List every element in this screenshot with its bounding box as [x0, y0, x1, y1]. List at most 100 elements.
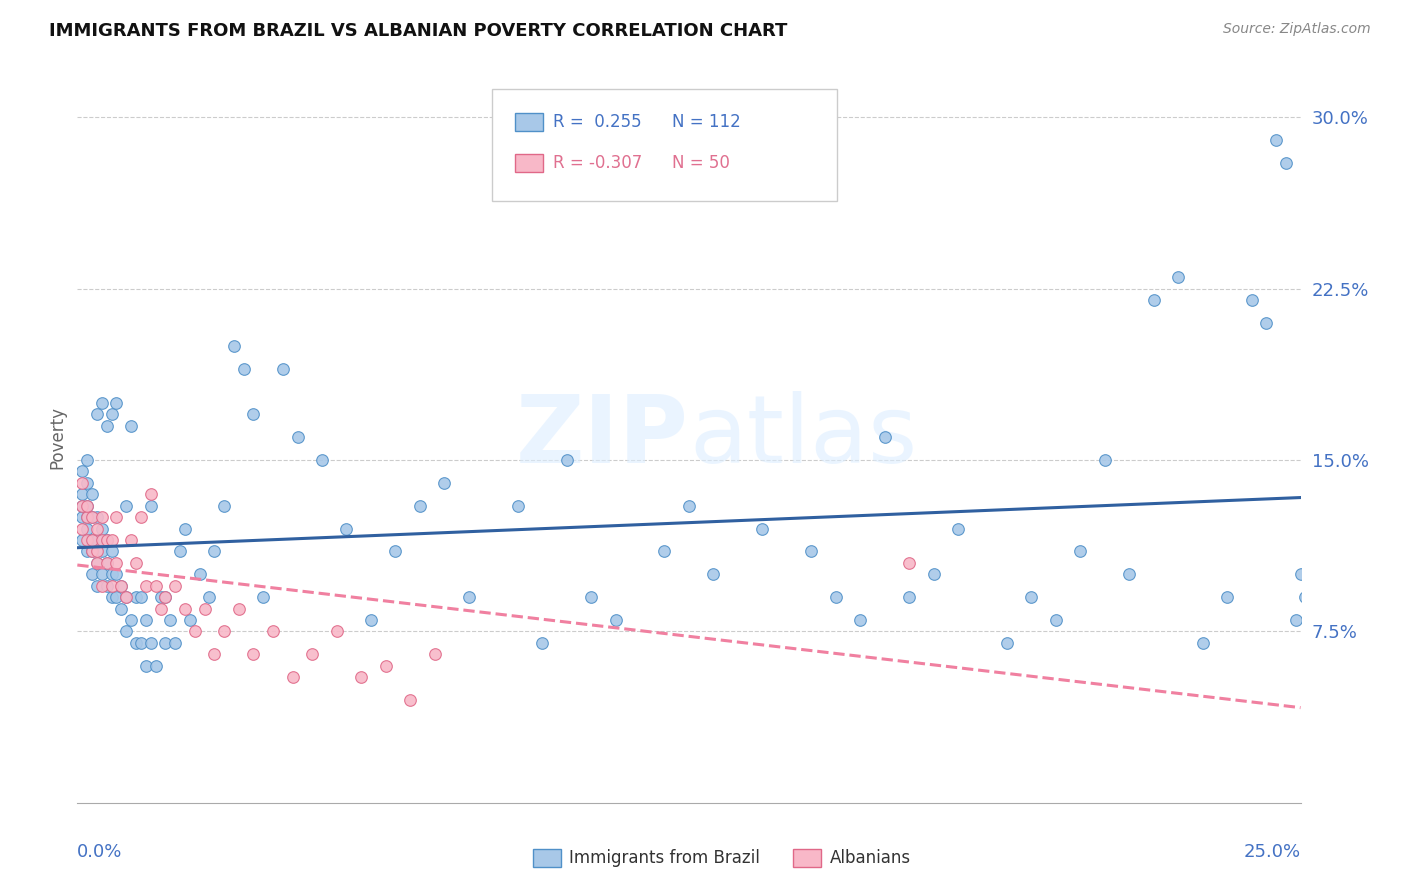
Text: ZIP: ZIP	[516, 391, 689, 483]
Y-axis label: Poverty: Poverty	[48, 406, 66, 468]
Point	[76, 521, 98, 535]
Point	[70, 487, 93, 501]
Point	[1143, 293, 1166, 307]
Point	[384, 544, 406, 558]
Point	[76, 453, 98, 467]
Point	[228, 601, 250, 615]
Point	[96, 418, 118, 433]
Point	[76, 510, 98, 524]
Point	[86, 579, 108, 593]
Point	[70, 533, 93, 547]
Point	[80, 487, 103, 501]
Point	[90, 579, 112, 593]
Point	[202, 544, 225, 558]
Point	[125, 556, 148, 570]
Point	[374, 658, 396, 673]
Point	[100, 590, 122, 604]
Text: R =  0.255: R = 0.255	[553, 113, 641, 131]
Point	[174, 521, 197, 535]
Point	[995, 636, 1018, 650]
Point	[1167, 270, 1189, 285]
Text: R = -0.307: R = -0.307	[553, 154, 641, 172]
Point	[100, 533, 122, 547]
Point	[105, 396, 128, 410]
Point	[409, 499, 432, 513]
Point	[96, 556, 118, 570]
Text: 25.0%: 25.0%	[1243, 843, 1301, 861]
Point	[184, 624, 207, 639]
Point	[169, 544, 191, 558]
Point	[80, 544, 103, 558]
Point	[105, 590, 128, 604]
Point	[86, 556, 108, 570]
Point	[139, 487, 162, 501]
Point	[100, 544, 122, 558]
Point	[90, 544, 112, 558]
Point	[1303, 647, 1326, 661]
Point	[70, 510, 93, 524]
Point	[1256, 316, 1278, 330]
Point	[105, 556, 128, 570]
Point	[325, 624, 347, 639]
Point	[86, 556, 108, 570]
Point	[90, 396, 112, 410]
Point	[86, 521, 108, 535]
Text: atlas: atlas	[689, 391, 917, 483]
Point	[301, 647, 323, 661]
Point	[654, 544, 676, 558]
Point	[76, 499, 98, 513]
Point	[129, 590, 152, 604]
Point	[86, 407, 108, 421]
Point	[155, 590, 177, 604]
Point	[80, 510, 103, 524]
Point	[120, 418, 142, 433]
Point	[76, 510, 98, 524]
Point	[70, 464, 93, 478]
Point	[90, 533, 112, 547]
Point	[80, 533, 103, 547]
Point	[188, 567, 211, 582]
Point	[242, 647, 264, 661]
Point	[125, 636, 148, 650]
Point	[1285, 613, 1308, 627]
Point	[922, 567, 945, 582]
Point	[110, 601, 132, 615]
Point	[824, 590, 846, 604]
Point	[149, 601, 172, 615]
Point	[849, 613, 872, 627]
Point	[96, 533, 118, 547]
Point	[80, 567, 103, 582]
Point	[193, 601, 215, 615]
Point	[605, 613, 627, 627]
Point	[212, 624, 235, 639]
Point	[242, 407, 264, 421]
Point	[129, 636, 152, 650]
Point	[174, 601, 197, 615]
Point	[898, 556, 921, 570]
Point	[135, 658, 157, 673]
Point	[287, 430, 309, 444]
Point	[1191, 636, 1213, 650]
Point	[423, 647, 446, 661]
Point	[70, 521, 93, 535]
Point	[1275, 155, 1298, 169]
Point	[531, 636, 554, 650]
Point	[1216, 590, 1239, 604]
Point	[1289, 567, 1312, 582]
Point	[86, 544, 108, 558]
Point	[125, 590, 148, 604]
Point	[179, 613, 201, 627]
Point	[76, 544, 98, 558]
Point	[76, 475, 98, 490]
Point	[702, 567, 724, 582]
Point	[115, 499, 138, 513]
Point	[100, 407, 122, 421]
Point	[506, 499, 529, 513]
Text: IMMIGRANTS FROM BRAZIL VS ALBANIAN POVERTY CORRELATION CHART: IMMIGRANTS FROM BRAZIL VS ALBANIAN POVER…	[49, 22, 787, 40]
Point	[86, 510, 108, 524]
Point	[115, 590, 138, 604]
Point	[80, 510, 103, 524]
Point	[311, 453, 333, 467]
Point	[96, 579, 118, 593]
Point	[76, 533, 98, 547]
